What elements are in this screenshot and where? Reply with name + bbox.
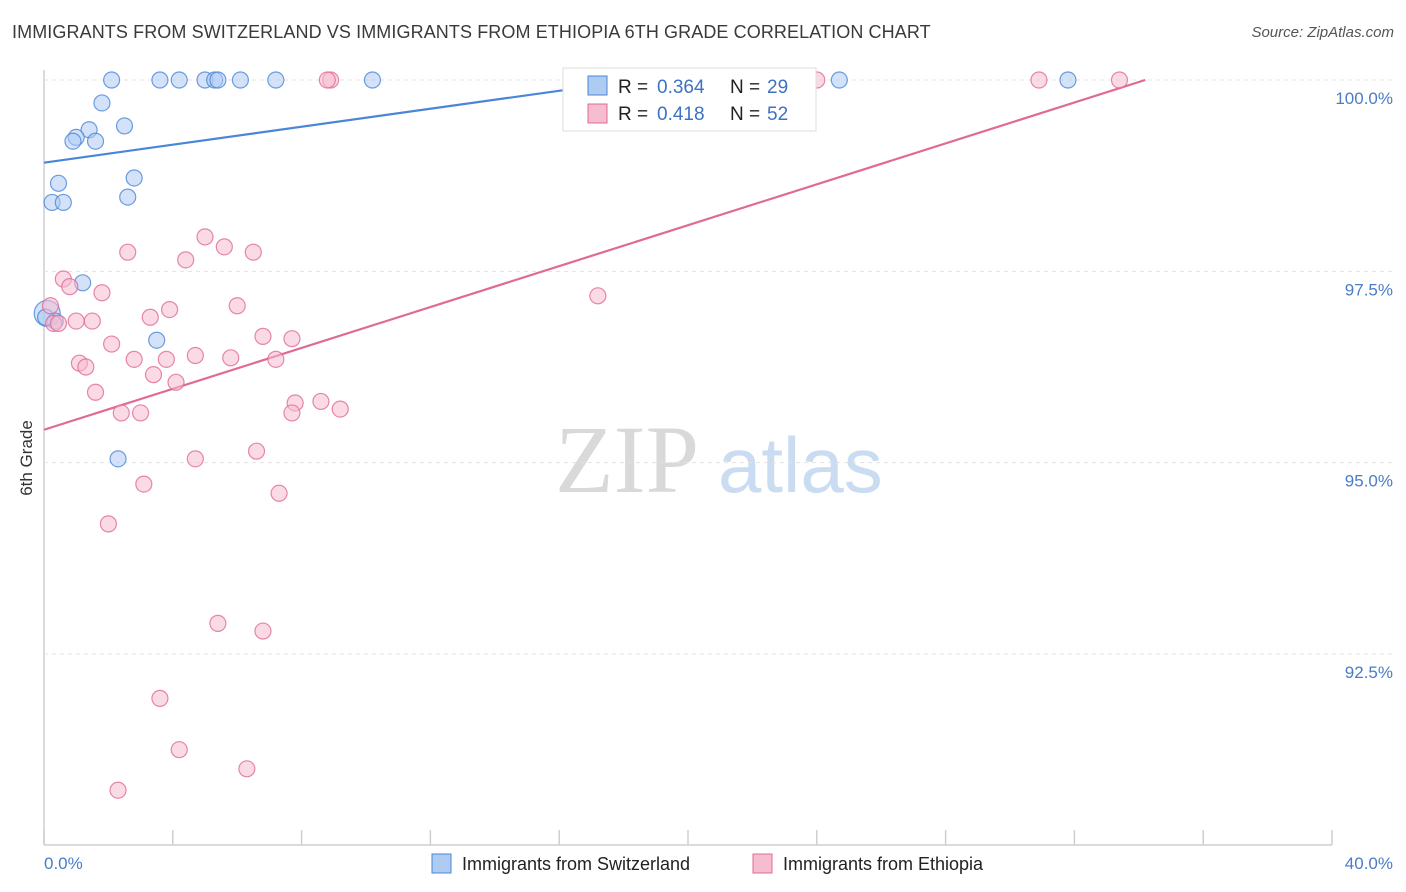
switzerland-point bbox=[151, 71, 169, 89]
legend-r-value-ethiopia: 0.418 bbox=[657, 104, 705, 125]
switzerland-point bbox=[86, 132, 105, 150]
bottom-legend-label-ethiopia: Immigrants from Ethiopia bbox=[783, 854, 984, 874]
ethiopia-point bbox=[61, 278, 79, 296]
ethiopia-point bbox=[167, 373, 185, 391]
legend-n-value-switzerland: 29 bbox=[767, 77, 788, 98]
ethiopia-trend-line bbox=[43, 78, 1146, 431]
watermark-atlas: atlas bbox=[718, 421, 883, 509]
y-tick-label: 95.0% bbox=[1345, 472, 1393, 491]
ethiopia-point bbox=[267, 350, 285, 368]
switzerland-point bbox=[830, 71, 848, 89]
switzerland-point bbox=[115, 117, 134, 135]
ethiopia-point bbox=[109, 781, 127, 799]
switzerland-point bbox=[54, 193, 72, 212]
ethiopia-point bbox=[209, 614, 227, 632]
legend-r-label-switzerland: R = bbox=[618, 77, 648, 98]
x-tick-label-min: 0.0% bbox=[44, 854, 83, 873]
y-tick-label: 100.0% bbox=[1335, 89, 1393, 108]
switzerland-point bbox=[64, 132, 82, 150]
ethiopia-point bbox=[283, 404, 301, 422]
switzerland-point bbox=[125, 169, 143, 187]
switzerland-point bbox=[1059, 71, 1077, 89]
watermark-zip: ZIP bbox=[555, 406, 699, 513]
ethiopia-point bbox=[589, 287, 607, 305]
legend-n-label-ethiopia: N = bbox=[730, 104, 760, 125]
ethiopia-point bbox=[186, 450, 204, 468]
source-label: Source: ZipAtlas.com bbox=[1251, 24, 1394, 41]
ethiopia-point bbox=[144, 366, 163, 384]
ethiopia-point bbox=[83, 312, 101, 330]
ethiopia-point bbox=[119, 243, 137, 261]
ethiopia-point bbox=[170, 741, 188, 759]
ethiopia-point bbox=[86, 383, 105, 401]
legend-n-label-switzerland: N = bbox=[730, 77, 760, 98]
switzerland-point bbox=[267, 71, 285, 89]
y-tick-label: 92.5% bbox=[1345, 663, 1393, 682]
switzerland-point bbox=[103, 71, 121, 89]
switzerland-trend-line bbox=[43, 78, 637, 164]
legend-swatch-switzerland bbox=[587, 75, 608, 96]
x-tick-label-max: 40.0% bbox=[1345, 854, 1393, 873]
ethiopia-point bbox=[67, 312, 85, 330]
switzerland-point bbox=[209, 71, 227, 89]
ethiopia-point bbox=[132, 404, 150, 422]
ethiopia-point bbox=[215, 238, 233, 256]
ethiopia-point bbox=[247, 442, 266, 460]
ethiopia-point bbox=[103, 335, 121, 353]
switzerland-point bbox=[148, 331, 166, 349]
ethiopia-point bbox=[77, 358, 95, 376]
ethiopia-point bbox=[283, 330, 301, 348]
legend-r-label-ethiopia: R = bbox=[618, 104, 648, 125]
switzerland-point bbox=[93, 94, 111, 112]
ethiopia-point bbox=[125, 350, 143, 368]
ethiopia-point bbox=[312, 392, 330, 411]
ethiopia-point bbox=[177, 251, 195, 269]
ethiopia-point bbox=[270, 484, 288, 502]
switzerland-point bbox=[231, 71, 250, 89]
switzerland-point bbox=[170, 71, 188, 89]
ethiopia-point bbox=[331, 400, 349, 418]
ethiopia-point bbox=[157, 350, 175, 368]
ethiopia-point bbox=[318, 71, 336, 89]
ethiopia-point bbox=[228, 297, 246, 315]
switzerland-point bbox=[119, 188, 137, 206]
ethiopia-point bbox=[151, 689, 169, 707]
stats-legend: R = 0.364 N = 29 R = 0.418 N = 52 bbox=[562, 67, 817, 132]
y-tick-label: 97.5% bbox=[1345, 280, 1393, 299]
ethiopia-point bbox=[41, 297, 60, 315]
ethiopia-point bbox=[254, 622, 272, 640]
ethiopia-point bbox=[160, 301, 179, 319]
bottom-legend-swatch-ethiopia bbox=[752, 853, 773, 874]
switzerland-point bbox=[49, 174, 68, 192]
ethiopia-point bbox=[254, 327, 272, 345]
ethiopia-point bbox=[1110, 71, 1129, 89]
ethiopia-point bbox=[238, 760, 256, 778]
bottom-legend-label-switzerland: Immigrants from Switzerland bbox=[462, 854, 690, 874]
ethiopia-point bbox=[135, 475, 153, 493]
ethiopia-point bbox=[196, 228, 214, 246]
ethiopia-point bbox=[99, 515, 118, 533]
legend-swatch-ethiopia bbox=[587, 103, 608, 124]
switzerland-point bbox=[109, 450, 127, 468]
y-axis-label: 6th Grade bbox=[17, 420, 36, 496]
chart-title: IMMIGRANTS FROM SWITZERLAND VS IMMIGRANT… bbox=[12, 22, 931, 42]
ethiopia-point bbox=[222, 349, 240, 367]
bottom-legend-swatch-switzerland bbox=[431, 853, 452, 874]
legend-n-value-ethiopia: 52 bbox=[767, 104, 788, 125]
ethiopia-point bbox=[1030, 71, 1048, 89]
ethiopia-point bbox=[244, 243, 262, 261]
ethiopia-point bbox=[112, 404, 130, 422]
switzerland-point bbox=[363, 71, 382, 89]
ethiopia-point bbox=[141, 308, 159, 326]
legend-r-value-switzerland: 0.364 bbox=[657, 77, 705, 98]
series-legend: Immigrants from Switzerland Immigrants f… bbox=[431, 853, 984, 874]
ethiopia-point bbox=[186, 346, 204, 365]
ethiopia-point bbox=[93, 284, 111, 302]
ethiopia-point bbox=[49, 314, 68, 332]
